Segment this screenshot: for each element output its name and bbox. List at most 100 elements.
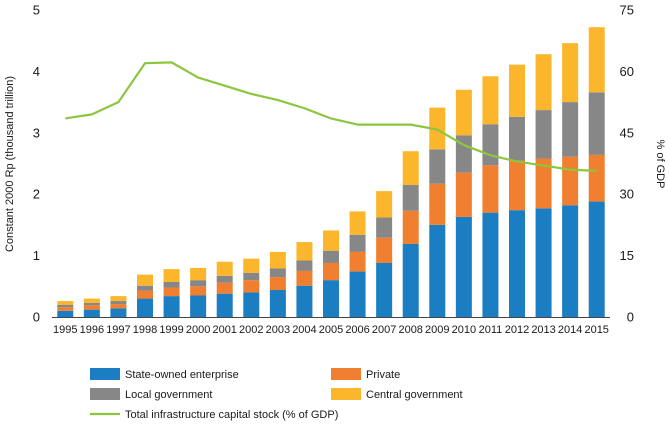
bar-local-government-2008 [402,184,419,211]
x-axis-ticks: 1995 1996 1997 1998 1999 2000 2001 2002 2003 2004… [53,324,609,336]
bar-private-2008 [402,210,419,244]
bar-private-1997 [110,304,127,309]
bar-state-owned-enterprise-2009 [429,224,446,317]
left-tick-label-2: 2 [33,187,40,202]
bar-private-1996 [83,305,100,310]
left-axis-ticks: 0 1 2 3 4 5 [33,3,40,325]
bar-central-government-2015 [588,27,605,93]
right-tick-label-60: 60 [620,64,634,79]
line-layer [65,61,597,172]
left-tick-label-0: 0 [33,310,40,325]
x-tick-label-2013: 2013 [531,324,555,336]
x-tick-label-1998: 1998 [133,324,157,336]
bar-local-government-2007 [376,217,393,238]
legend-label-central-government: Central government [366,389,463,401]
bar-central-government-2000 [190,267,207,281]
legend: State-owned enterprise Private Local gover… [90,368,463,421]
right-axis-title: % of GDP [654,140,666,189]
bar-central-government-2012 [509,64,525,117]
right-axis-ticks: 0 15 30 45 60 75 [620,3,634,325]
x-tick-label-2009: 2009 [425,324,449,336]
bar-state-owned-enterprise-2002 [243,292,260,317]
legend-label-total-infrastructure-capital-stock-of-gdp: Total infrastructure capital stock (% of… [125,409,338,421]
x-tick-label-2001: 2001 [212,324,236,336]
x-tick-label-2015: 2015 [584,324,608,336]
bar-local-government-2012 [509,116,525,161]
bar-state-owned-enterprise-2015 [588,201,605,317]
bar-local-government-1997 [110,301,127,305]
bar-central-government-2002 [243,258,260,273]
x-tick-label-2010: 2010 [452,324,476,336]
bar-private-2012 [509,160,525,211]
bar-central-government-2001 [216,261,233,276]
left-tick-label-1: 1 [33,248,40,263]
bar-local-government-2013 [535,110,552,159]
bar-state-owned-enterprise-2001 [216,293,233,317]
legend-swatch-central-government [331,388,361,400]
legend-swatch-local-government [90,388,120,400]
bar-private-2014 [562,156,579,206]
x-tick-label-1995: 1995 [53,324,77,336]
bar-state-owned-enterprise-2007 [376,262,393,317]
right-tick-label-0: 0 [627,310,634,325]
bar-local-government-2005 [323,250,339,263]
bar-state-owned-enterprise-2010 [455,216,472,317]
bar-central-government-1997 [110,296,127,302]
bar-state-owned-enterprise-2000 [190,295,207,317]
right-tick-label-45: 45 [620,125,634,140]
bar-local-government-2014 [562,102,579,157]
legend-label-state-owned-enterprise: State-owned enterprise [125,369,239,381]
bar-central-government-2006 [349,211,366,235]
bar-state-owned-enterprise-1995 [57,310,74,317]
bar-local-government-2009 [429,149,446,184]
bar-private-1999 [163,287,180,297]
legend-label-local-government: Local government [125,389,212,401]
x-tick-label-2011: 2011 [479,324,503,336]
bars-layer [57,27,605,317]
bar-central-government-2004 [296,242,313,261]
bar-local-government-1998 [137,285,153,291]
bar-central-government-1999 [163,269,180,282]
bar-state-owned-enterprise-2008 [402,243,419,317]
bar-central-government-2003 [269,251,286,269]
bar-private-2002 [243,280,260,293]
legend-swatch-state-owned-enterprise [90,368,120,380]
bar-state-owned-enterprise-1998 [137,298,153,317]
x-tick-label-2000: 2000 [186,324,210,336]
bar-local-government-1996 [83,302,100,306]
legend-label-private: Private [366,369,400,381]
bar-state-owned-enterprise-1997 [110,308,127,317]
bar-state-owned-enterprise-2004 [296,285,313,317]
bar-private-2010 [455,172,472,217]
right-tick-label-15: 15 [620,248,634,263]
bar-local-government-1999 [163,282,180,288]
bar-state-owned-enterprise-2003 [269,289,286,317]
bar-state-owned-enterprise-2005 [323,280,339,317]
x-tick-label-2006: 2006 [345,324,369,336]
bar-central-government-2014 [562,43,579,103]
bar-local-government-2011 [482,124,499,166]
right-tick-label-75: 75 [620,3,634,18]
bar-central-government-2005 [323,230,339,251]
bar-central-government-1996 [83,298,100,303]
bar-private-2015 [588,154,605,202]
bar-local-government-2003 [269,268,286,278]
bar-local-government-2004 [296,260,313,271]
bar-private-2000 [190,286,207,296]
bar-private-2005 [323,262,339,281]
bar-private-2001 [216,282,233,294]
bar-local-government-2010 [455,135,472,173]
bar-central-government-2007 [376,191,393,218]
bar-local-government-1995 [57,304,74,308]
bar-private-1995 [57,307,74,311]
bar-central-government-2010 [455,89,472,136]
bar-central-government-1995 [57,301,74,305]
bar-local-government-2001 [216,275,233,283]
x-tick-label-2003: 2003 [266,324,290,336]
bar-private-2009 [429,183,446,225]
bar-private-2003 [269,277,286,290]
bar-state-owned-enterprise-2006 [349,271,366,317]
bar-state-owned-enterprise-2012 [509,210,525,317]
bar-state-owned-enterprise-1996 [83,309,100,317]
